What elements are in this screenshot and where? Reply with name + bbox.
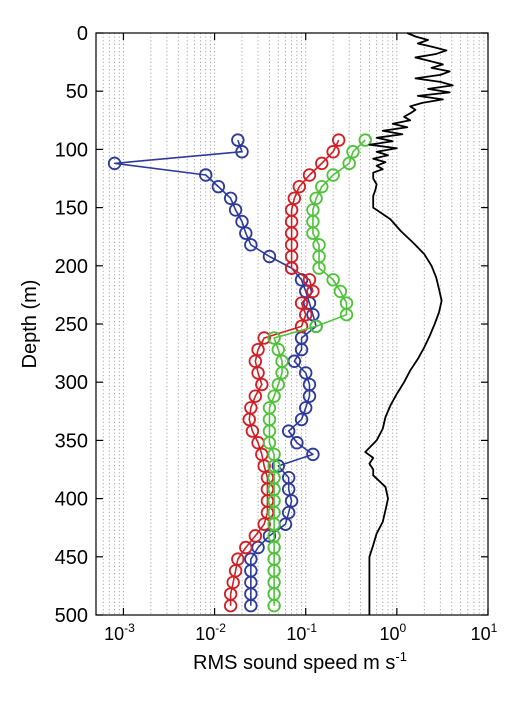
series-3: [364, 32, 454, 615]
tick-layer: 0 50 100 150 200 250 300 350 400 450 500 10-3 10-2 10…: [55, 23, 498, 644]
data-point: [262, 436, 277, 450]
data-point: [331, 133, 346, 147]
data-point: [292, 179, 306, 194]
x-axis-label-superscript: -1: [395, 649, 407, 664]
series-line: [229, 139, 340, 606]
data-point: [294, 296, 309, 310]
y-tick-label: 150: [55, 198, 88, 220]
data-point: [267, 389, 281, 403]
data-point: [284, 261, 299, 275]
series-0: [107, 133, 323, 613]
x-tick-label: 10-3: [104, 621, 135, 644]
y-tick-label: 50: [66, 81, 88, 103]
data-point: [199, 168, 213, 182]
data-point: [299, 401, 313, 415]
x-axis-label: RMS sound speed m s-1: [193, 649, 407, 674]
data-point: [245, 424, 260, 438]
data-point: [223, 191, 238, 205]
x-tick-label: 100: [379, 621, 406, 644]
series-layer: [107, 32, 454, 615]
data-point: [239, 226, 253, 240]
data-point: [358, 133, 372, 147]
data-point: [306, 284, 320, 299]
data-point: [315, 156, 329, 171]
y-tick-label: 400: [55, 489, 88, 511]
data-point: [315, 179, 329, 194]
y-tick-label: 450: [55, 547, 88, 569]
data-point: [251, 366, 265, 380]
x-tick-label: 10-1: [286, 621, 317, 644]
data-point: [231, 133, 245, 147]
x-tick-label: 10-2: [195, 621, 226, 644]
y-tick-label: 200: [55, 256, 88, 278]
data-point: [257, 517, 271, 531]
data-point: [306, 226, 320, 240]
data-point: [275, 366, 289, 380]
data-point: [228, 203, 243, 217]
data-point: [302, 273, 317, 287]
data-point: [326, 145, 340, 159]
data-point: [223, 598, 238, 613]
data-point: [294, 412, 309, 427]
data-point: [306, 447, 320, 462]
data-point: [312, 261, 326, 275]
data-point: [342, 156, 356, 171]
data-point: [255, 377, 269, 392]
data-point: [290, 436, 304, 450]
data-point: [211, 179, 226, 194]
data-point: [262, 529, 277, 543]
series-line: [364, 32, 454, 615]
data-point: [235, 145, 249, 159]
data-point: [299, 284, 313, 299]
data-point: [346, 145, 360, 159]
data-point: [267, 598, 281, 613]
data-point: [271, 342, 285, 357]
data-point: [235, 214, 249, 229]
data-point: [326, 168, 340, 182]
y-tick-label: 0: [77, 23, 88, 45]
data-point: [281, 424, 296, 438]
data-point: [239, 540, 253, 555]
data-point: [299, 307, 313, 322]
grid-layer: [102, 33, 485, 615]
data-point: [271, 377, 285, 392]
y-tick-label: 500: [55, 605, 88, 627]
data-point: [302, 168, 317, 182]
data-point: [294, 319, 309, 334]
data-point: [271, 459, 285, 473]
data-point: [107, 156, 122, 171]
data-point: [326, 273, 340, 287]
data-point: [262, 249, 277, 264]
data-point: [267, 331, 281, 345]
data-point: [294, 342, 309, 357]
y-tick-label: 300: [55, 372, 88, 394]
x-tick-label: 101: [471, 621, 498, 644]
series-2: [262, 133, 372, 613]
y-tick-label: 250: [55, 314, 88, 336]
data-point: [309, 319, 323, 334]
data-point: [302, 296, 317, 310]
x-axis-label-main: RMS sound speed m s: [193, 652, 395, 674]
series-line: [268, 139, 366, 606]
y-axis-label: Depth (m): [19, 280, 41, 369]
data-point: [244, 598, 258, 613]
data-point: [244, 238, 258, 252]
data-point: [339, 307, 354, 322]
data-point: [248, 529, 263, 543]
y-tick-label: 350: [55, 430, 88, 452]
data-point: [333, 284, 348, 299]
data-point: [299, 366, 313, 380]
data-point: [257, 331, 271, 345]
series-1: [223, 133, 346, 613]
data-point: [302, 389, 317, 403]
data-point: [248, 389, 263, 403]
y-tick-label: 100: [55, 139, 88, 161]
